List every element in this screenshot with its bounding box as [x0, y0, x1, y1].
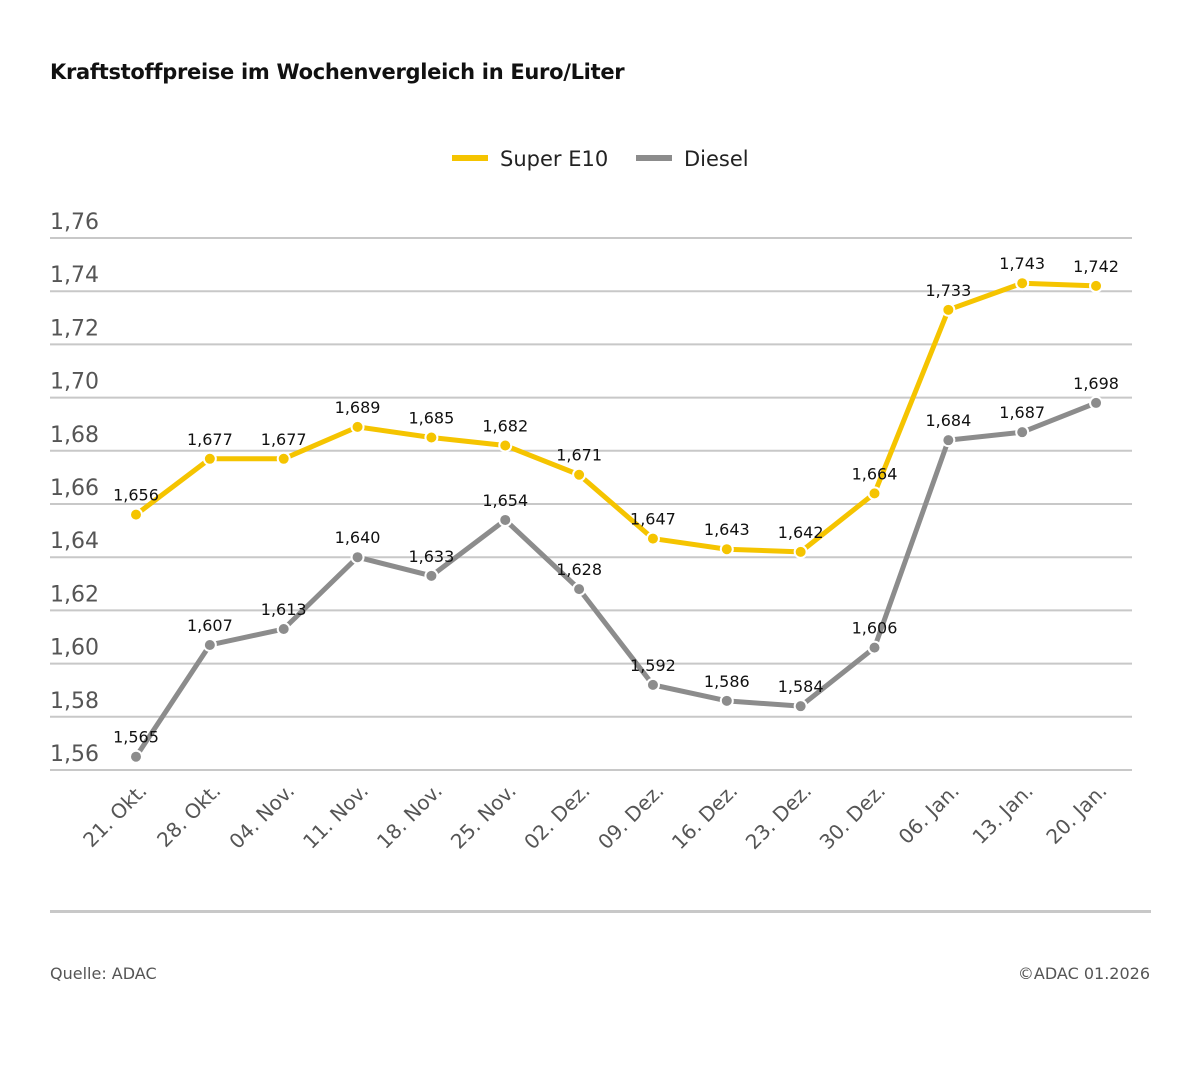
- data-label: 1,656: [113, 486, 159, 505]
- data-label: 1,586: [704, 672, 750, 691]
- data-label: 1,643: [704, 520, 750, 539]
- x-tick-label: 09. Dez.: [593, 779, 668, 854]
- x-tick-label: 16. Dez.: [667, 779, 742, 854]
- data-point: [867, 486, 882, 501]
- x-tick-label: 18. Nov.: [372, 779, 447, 854]
- series-line-diesel: [133, 400, 1097, 759]
- data-label: 1,633: [408, 547, 454, 566]
- x-tick-label: 04. Nov.: [224, 779, 299, 854]
- data-label: 1,647: [630, 510, 676, 529]
- data-label: 1,654: [482, 491, 528, 510]
- data-point: [1089, 395, 1104, 410]
- legend-label: Super E10: [500, 147, 608, 171]
- data-label: 1,682: [482, 416, 528, 435]
- y-tick-label: 1,66: [50, 476, 99, 501]
- data-point: [276, 451, 291, 466]
- data-label: 1,613: [261, 600, 307, 619]
- data-label: 1,685: [408, 409, 454, 428]
- data-label: 1,677: [261, 430, 307, 449]
- data-point: [719, 693, 734, 708]
- data-label: 1,684: [925, 411, 971, 430]
- y-tick-label: 1,70: [50, 370, 99, 395]
- y-tick-label: 1,64: [50, 529, 99, 554]
- series-line-super-e10: [134, 280, 1097, 555]
- data-label: 1,584: [778, 677, 824, 696]
- data-label: 1,743: [999, 254, 1045, 273]
- y-tick-label: 1,58: [50, 689, 99, 714]
- x-tick-label: 20. Jan.: [1041, 779, 1111, 849]
- data-label: 1,640: [335, 528, 381, 547]
- data-point: [867, 640, 882, 655]
- data-label: 1,592: [630, 656, 676, 675]
- y-tick-label: 1,62: [50, 582, 99, 607]
- data-point: [350, 419, 365, 434]
- data-point: [941, 302, 956, 317]
- x-tick-label: 13. Jan.: [967, 779, 1037, 849]
- data-label: 1,698: [1073, 374, 1119, 393]
- data-label: 1,742: [1073, 257, 1119, 276]
- data-point: [793, 544, 808, 559]
- data-label: 1,687: [999, 403, 1045, 422]
- data-point: [1015, 425, 1030, 440]
- data-label: 1,671: [556, 446, 602, 465]
- x-tick-label: 11. Nov.: [298, 779, 373, 854]
- data-label: 1,628: [556, 560, 602, 579]
- data-label: 1,689: [335, 398, 381, 417]
- data-label: 1,565: [113, 728, 159, 747]
- data-label: 1,607: [187, 616, 233, 635]
- data-point: [424, 568, 439, 583]
- source-note: Quelle: ADAC: [50, 964, 157, 983]
- data-label: 1,606: [852, 619, 898, 638]
- x-tick-label: 21. Okt.: [78, 779, 151, 852]
- copyright-note: ©ADAC 01.2026: [1017, 964, 1150, 983]
- data-point: [498, 512, 513, 527]
- y-tick-label: 1,56: [50, 742, 99, 767]
- data-point: [572, 582, 587, 597]
- y-tick-label: 1,72: [50, 316, 99, 341]
- x-tick-label: 23. Dez.: [741, 779, 816, 854]
- data-point: [350, 550, 365, 565]
- chart-title: Kraftstoffpreise im Wochenvergleich in E…: [50, 60, 625, 84]
- data-point: [202, 637, 217, 652]
- data-label: 1,733: [925, 281, 971, 300]
- y-tick-label: 1,74: [50, 263, 99, 288]
- data-point: [129, 507, 143, 522]
- data-label: 1,664: [852, 464, 898, 483]
- data-point: [719, 542, 734, 557]
- x-tick-label: 25. Nov.: [446, 779, 521, 854]
- data-point: [941, 433, 956, 448]
- divider: [50, 910, 1151, 913]
- data-label: 1,677: [187, 430, 233, 449]
- data-point: [572, 467, 587, 482]
- data-point: [645, 677, 660, 692]
- x-tick-label: 28. Okt.: [152, 779, 225, 852]
- data-point: [424, 430, 439, 445]
- data-point: [645, 531, 660, 546]
- data-label: 1,642: [778, 523, 824, 542]
- y-tick-label: 1,68: [50, 423, 99, 448]
- x-tick-label: 06. Jan.: [894, 779, 964, 849]
- data-point: [129, 749, 143, 764]
- data-point: [1089, 278, 1104, 293]
- x-tick-label: 02. Dez.: [519, 779, 594, 854]
- data-point: [1015, 276, 1030, 291]
- y-tick-label: 1,76: [50, 210, 99, 235]
- data-point: [793, 699, 808, 714]
- legend-label: Diesel: [684, 147, 749, 171]
- data-point: [276, 622, 291, 637]
- data-point: [498, 438, 513, 453]
- x-tick-label: 30. Dez.: [815, 779, 890, 854]
- y-tick-label: 1,60: [50, 636, 99, 661]
- data-point: [202, 451, 217, 466]
